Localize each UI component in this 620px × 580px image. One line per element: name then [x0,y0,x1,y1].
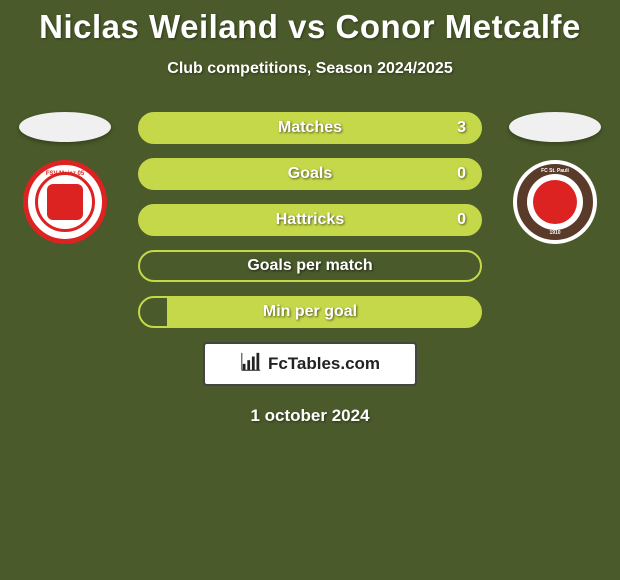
stat-label: Matches [278,119,342,137]
stat-bar: Goals per match [138,250,482,282]
club-logo-left-label: FSV Mainz 05 [46,171,84,177]
date-label: 1 october 2024 [0,406,620,426]
stat-bar: Min per goal [138,296,482,328]
stat-bar: Goals 0 [138,158,482,190]
club-logo-right-year: 1910 [549,230,560,236]
club-logo-right: FC St. Pauli 1910 [513,160,597,244]
page-title: Niclas Weiland vs Conor Metcalfe [0,0,620,46]
stat-bar: Hattricks 0 [138,204,482,236]
player-left-column: FSV Mainz 05 [10,112,120,244]
stats-bars: Matches 3 Goals 0 Hattricks 0 Goals per match M… [120,112,500,328]
flag-left [19,112,111,142]
stat-value-right: 0 [457,211,466,229]
club-logo-right-label: FC St. Pauli [541,168,569,174]
stat-value-right: 3 [457,119,466,137]
stat-label: Goals per match [247,257,372,275]
subtitle: Club competitions, Season 2024/2025 [0,60,620,78]
stat-value-right: 0 [457,165,466,183]
club-logo-left-inner [47,184,83,220]
brand-badge[interactable]: FcTables.com [203,342,417,386]
stat-label: Hattricks [276,211,344,229]
flag-right [509,112,601,142]
brand-text: FcTables.com [268,354,380,374]
stat-bar: Matches 3 [138,112,482,144]
player-right-column: FC St. Pauli 1910 [500,112,610,244]
comparison-row: FSV Mainz 05 Matches3Goals0Hattricks0Goa… [0,112,620,328]
club-logo-left: FSV Mainz 05 [23,160,107,244]
stat-label: Goals [288,165,332,183]
chart-icon [240,351,262,378]
club-logo-right-inner [533,180,577,224]
stat-label: Min per goal [263,303,357,321]
